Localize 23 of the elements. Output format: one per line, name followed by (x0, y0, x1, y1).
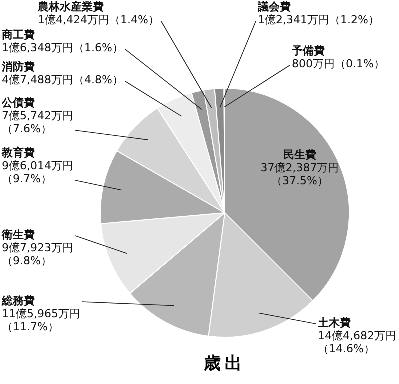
slice-label: 農林水産業費 (37, 0, 104, 14)
slice-label: 土木費 (317, 316, 351, 330)
slice-label: 予備費 (291, 44, 325, 58)
slice-label: 消防費 (1, 60, 35, 74)
slice-label: 総務費 (1, 294, 35, 308)
text: 歳出 (202, 353, 247, 375)
data-label: 1億2,341万円（1.2%） (258, 13, 380, 26)
data-label: 1億4,424万円（1.4%） (38, 13, 160, 26)
data-label: 37億2,387万円（37.5%） (260, 161, 340, 188)
slice-label: 商工費 (1, 28, 35, 42)
data-label: 9億7,923万円（9.8%） (2, 241, 74, 268)
slice-label: 民生費 (284, 148, 316, 162)
data-label: 11億5,965万円（11.7%） (2, 307, 80, 334)
slice-label: 議会費 (257, 0, 291, 14)
slice-label: 公債費 (1, 96, 35, 110)
data-label: 800万円（0.1%） (292, 57, 385, 70)
data-label: 7億5,742万円（7.6%） (2, 109, 74, 136)
slice-label: 教育費 (1, 146, 35, 160)
data-label: 4億7,488万円（4.8%） (2, 73, 124, 86)
data-label: 1億6,348万円（1.6%） (2, 41, 124, 54)
data-label: 14億4,682万円（14.6%） (318, 329, 396, 356)
data-label: 9億6,014万円（9.7%） (2, 159, 74, 186)
slice-label: 衛生費 (1, 228, 35, 242)
